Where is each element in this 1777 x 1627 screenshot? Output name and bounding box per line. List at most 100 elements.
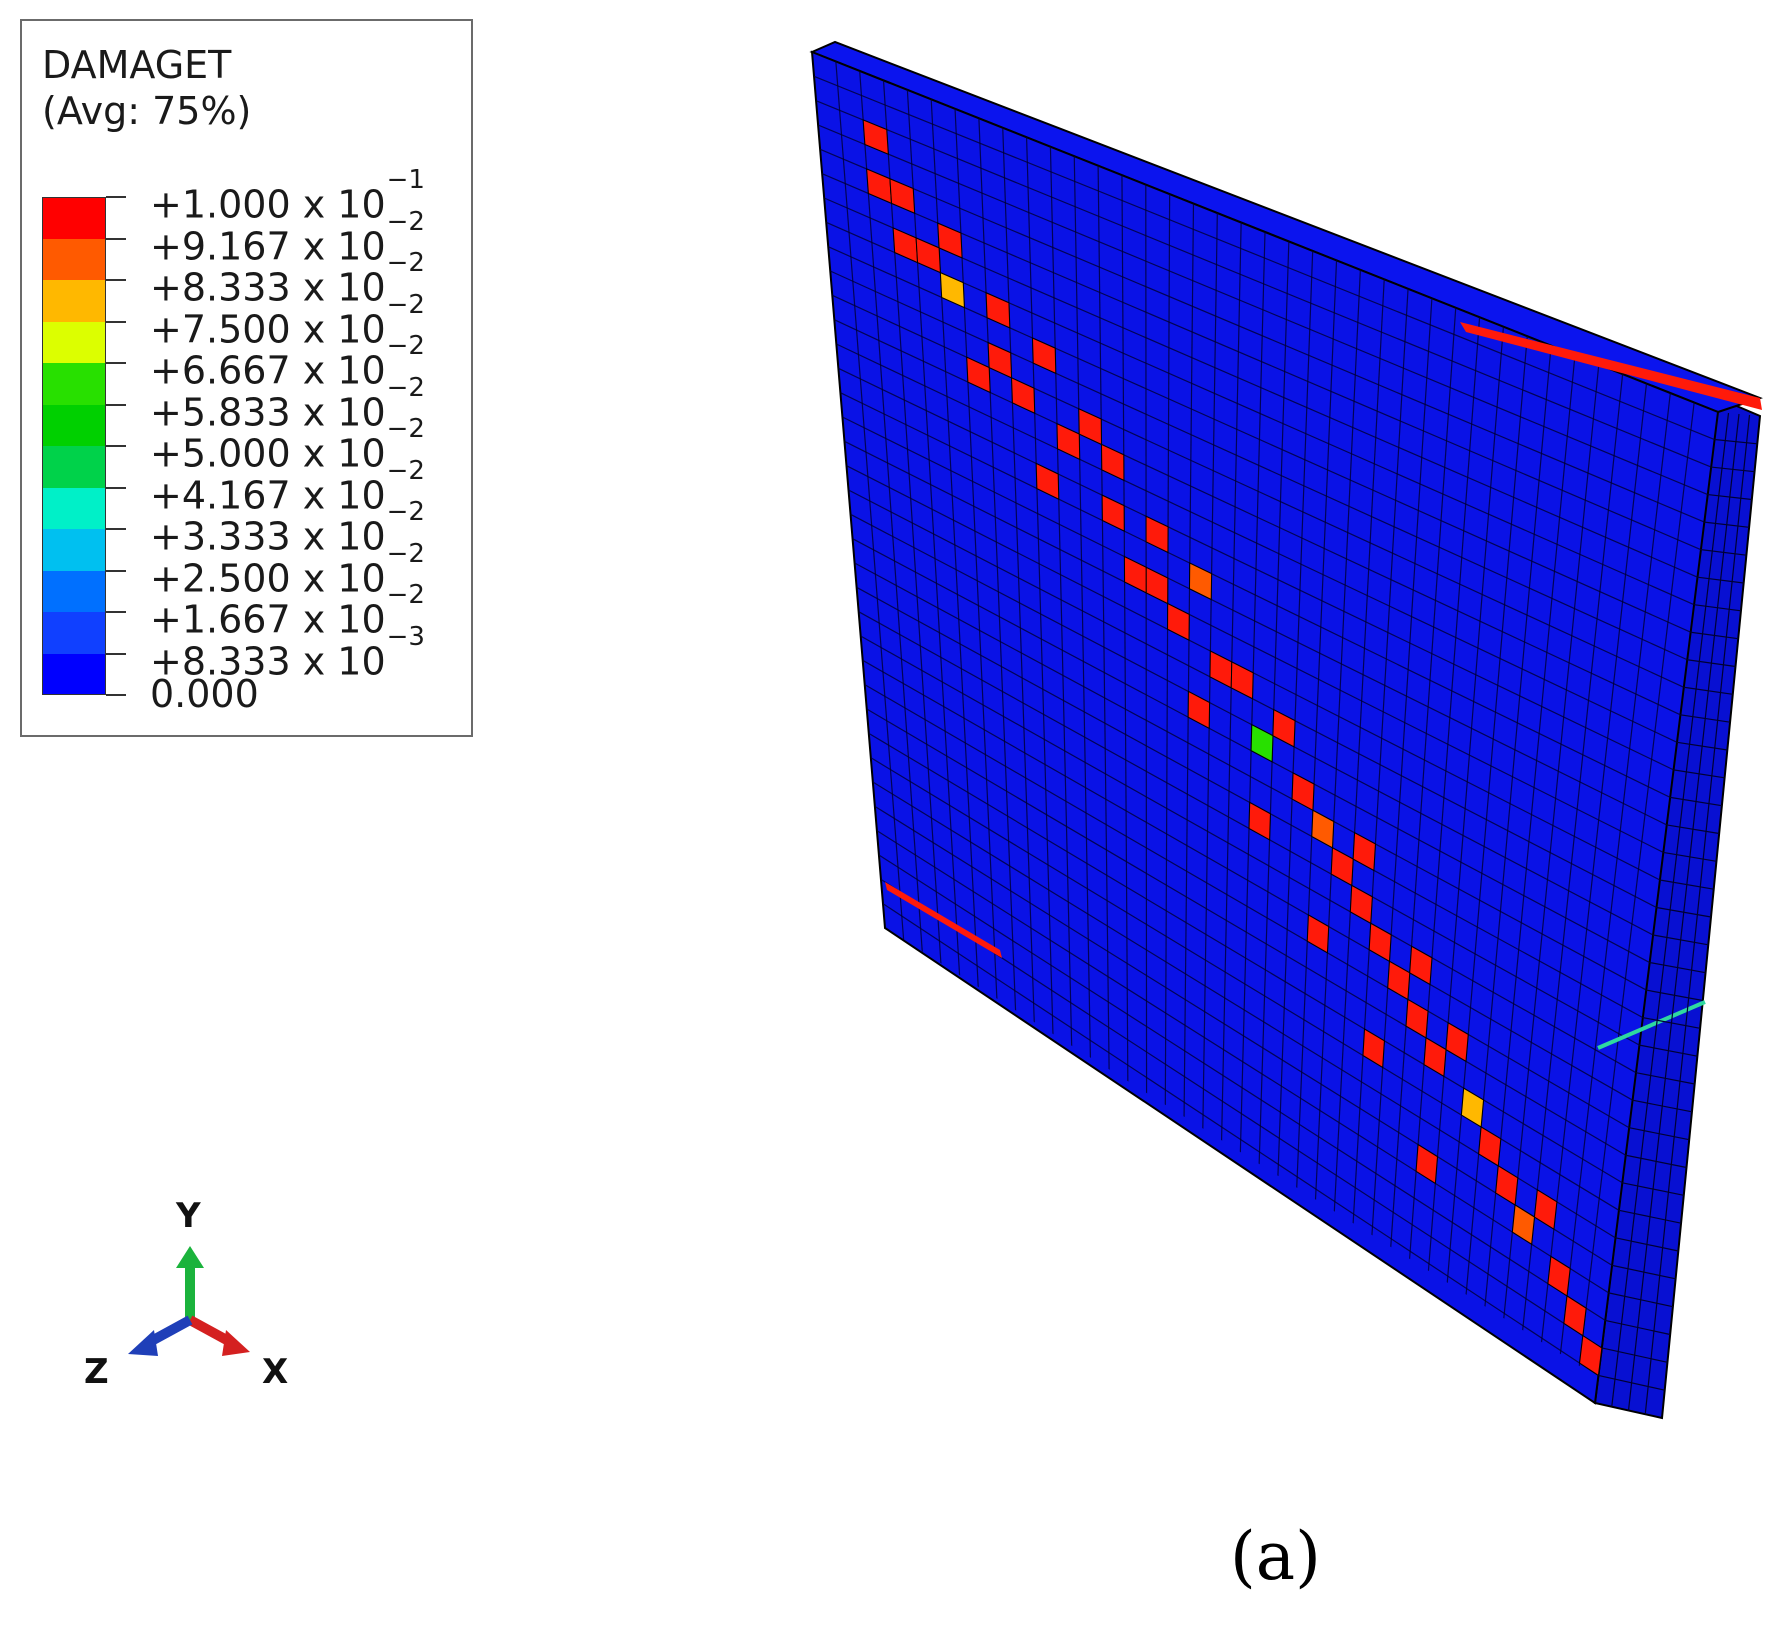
legend-tick xyxy=(106,445,126,447)
legend-swatch xyxy=(42,197,106,239)
damaged-element xyxy=(1533,1189,1558,1230)
damaged-element xyxy=(1123,555,1147,594)
y-axis-label: Y xyxy=(176,1196,201,1236)
mesh-line xyxy=(864,684,1630,1129)
mesh-line xyxy=(1690,631,1739,640)
mesh-line xyxy=(1711,466,1755,473)
mesh-line xyxy=(825,221,1695,606)
damage-crack-band xyxy=(862,119,1762,1377)
damaged-element xyxy=(1230,661,1254,700)
legend-swatch xyxy=(42,363,106,405)
mesh-line xyxy=(1611,1264,1676,1280)
mesh-line xyxy=(821,173,1702,551)
mesh-line xyxy=(827,246,1691,633)
legend-swatch xyxy=(42,487,106,529)
mesh-line xyxy=(819,148,1705,523)
damaged-element xyxy=(1445,1021,1469,1063)
mesh-line xyxy=(1676,741,1728,751)
damaged-element xyxy=(1100,443,1125,482)
damaged-edge-stripe xyxy=(1460,322,1762,410)
damaged-element xyxy=(1167,602,1190,641)
damaged-element xyxy=(1362,1028,1385,1069)
damaged-element xyxy=(1415,1143,1439,1185)
legend-level-exponent: −2 xyxy=(386,289,425,320)
mesh-line xyxy=(1680,714,1731,723)
mesh-line xyxy=(1618,1209,1682,1224)
mesh-line xyxy=(868,732,1623,1184)
legend-tick xyxy=(106,237,126,240)
legend-level-exponent: −2 xyxy=(386,331,425,361)
mesh-line xyxy=(1656,906,1712,918)
legend-level-exponent: −2 xyxy=(386,414,425,444)
mesh-line xyxy=(1642,1017,1701,1029)
legend-level-label: +1.667 x 10−2 xyxy=(150,580,425,642)
legend-swatch xyxy=(42,529,106,571)
mesh-line xyxy=(1670,796,1722,807)
legend-level-mantissa: +6.667 x 10 xyxy=(150,348,386,393)
damaged-element xyxy=(1056,422,1081,461)
side-face-grid xyxy=(1598,412,1758,1415)
mesh-line xyxy=(836,343,1678,743)
legend-level-exponent: −2 xyxy=(386,206,425,237)
legend-level-mantissa: +1.667 x 10 xyxy=(150,597,386,642)
damaged-element xyxy=(862,119,889,155)
damaged-element xyxy=(1187,690,1211,730)
mesh-line xyxy=(1646,989,1703,1002)
legend-swatch xyxy=(42,653,106,695)
legend-swatch xyxy=(42,446,106,488)
legend-swatch xyxy=(42,238,106,280)
legend-level-label: +1.000 x 10−1 xyxy=(150,165,425,226)
mesh-line xyxy=(1687,659,1736,668)
y-arrowhead xyxy=(176,1246,204,1268)
mesh-line xyxy=(1704,521,1750,528)
mesh-line xyxy=(1629,1127,1690,1141)
mesh-line xyxy=(1639,1044,1698,1057)
legend-title: DAMAGET xyxy=(42,43,232,87)
mesh-line xyxy=(878,854,1606,1321)
mesh-line xyxy=(866,708,1627,1156)
legend-level-mantissa: +8.333 x 10 xyxy=(150,639,386,684)
mesh-line xyxy=(844,440,1664,853)
mesh-line xyxy=(854,562,1647,991)
legend-swatch xyxy=(42,280,106,322)
mesh-line xyxy=(1697,576,1744,584)
mesh-line xyxy=(1694,604,1742,612)
legend-level-exponent: −2 xyxy=(386,580,425,610)
mesh-line xyxy=(1700,549,1747,556)
legend-swatch xyxy=(42,570,106,612)
legend-level-label: +3.333 x 10−2 xyxy=(150,497,425,558)
damaged-element xyxy=(966,356,991,394)
legend-tick xyxy=(106,486,126,489)
damaged-element xyxy=(1145,515,1169,554)
damaged-element xyxy=(1423,1036,1447,1078)
legend-level-exponent: −2 xyxy=(386,497,425,527)
legend-level-label: +6.667 x 10−2 xyxy=(150,331,425,393)
legend-level-exponent: −1 xyxy=(386,165,425,195)
legend-level-mantissa: +5.000 x 10 xyxy=(150,431,386,476)
damaged-edge-stripe xyxy=(885,882,1002,958)
legend-tick xyxy=(106,320,126,323)
z-arrowhead xyxy=(128,1330,158,1356)
legend-tick xyxy=(106,694,126,696)
damaged-element xyxy=(939,271,965,309)
damaged-element xyxy=(985,291,1011,329)
mesh-line xyxy=(874,805,1613,1266)
axis-triad xyxy=(128,1246,250,1356)
damaged-element xyxy=(1511,1204,1536,1246)
legend-level-label: +8.333 x 10−3 xyxy=(150,622,425,684)
mesh-line xyxy=(1707,493,1752,501)
mesh-line xyxy=(1608,1292,1674,1308)
mesh-line xyxy=(823,197,1698,578)
legend-level-mantissa: +5.833 x 10 xyxy=(150,390,386,435)
mesh-line xyxy=(1649,961,1706,974)
mesh-line xyxy=(1615,1237,1679,1252)
x-axis-label: X xyxy=(262,1352,289,1392)
mesh-line xyxy=(1598,1374,1665,1391)
legend-tick xyxy=(106,362,126,364)
mesh-line xyxy=(840,392,1671,798)
damaged-element xyxy=(937,222,963,259)
damaged-element xyxy=(1248,801,1271,841)
mesh-line xyxy=(1652,934,1709,946)
x-arrowhead xyxy=(222,1330,250,1356)
legend-level-exponent: −3 xyxy=(386,621,425,652)
